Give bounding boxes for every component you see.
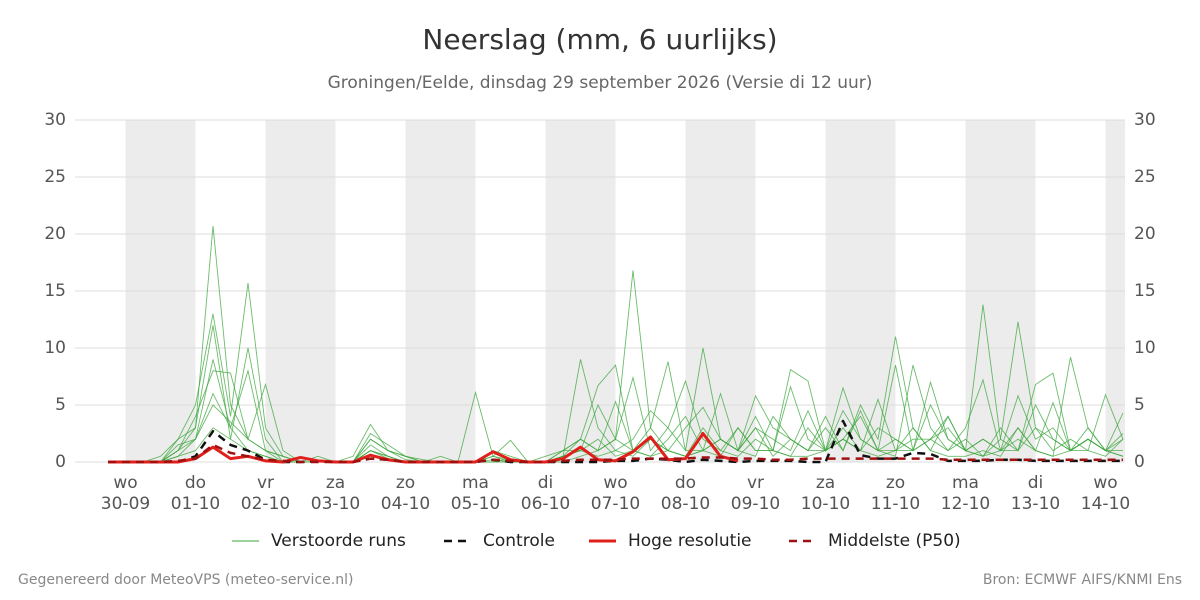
x-tick-day: za	[816, 473, 835, 493]
y2-tick-label: 20	[1134, 224, 1156, 244]
x-tick-date: 09-10	[731, 494, 780, 514]
x-tick-date: 02-10	[241, 494, 290, 514]
ensemble-line	[108, 404, 1124, 463]
y-tick-label: 10	[44, 338, 66, 358]
x-tick-date: 14-10	[1081, 494, 1130, 514]
y-tick-label: 20	[44, 224, 66, 244]
x-tick-day: di	[538, 473, 554, 493]
x-tick-day: do	[185, 473, 206, 493]
x-tick-date: 07-10	[591, 494, 640, 514]
y2-tick-label: 0	[1134, 452, 1145, 472]
x-tick-day: vr	[747, 473, 764, 493]
chart-subtitle: Groningen/Eelde, dinsdag 29 september 20…	[328, 73, 873, 93]
y2-tick-label: 5	[1134, 395, 1145, 415]
x-tick-date: 03-10	[311, 494, 360, 514]
y-tick-label: 30	[44, 110, 66, 130]
ensemble-line	[108, 427, 1123, 463]
x-tick-date: 08-10	[661, 494, 710, 514]
x-tick-date: 04-10	[381, 494, 430, 514]
legend-label: Hoge resolutie	[628, 531, 752, 551]
y2-tick-label: 30	[1134, 110, 1156, 130]
legend-label: Middelste (P50)	[828, 531, 961, 551]
x-tick-date: 11-10	[871, 494, 920, 514]
x-tick-date: 06-10	[521, 494, 570, 514]
x-tick-day: wo	[113, 473, 137, 493]
x-tick-day: zo	[886, 473, 905, 493]
series-line	[108, 443, 1123, 464]
y-tick-label: 15	[44, 281, 66, 301]
x-tick-date: 05-10	[451, 494, 500, 514]
y-tick-label: 0	[55, 452, 66, 472]
x-tick-day: vr	[257, 473, 274, 493]
footer-left: Gegenereerd door MeteoVPS (meteo-service…	[18, 572, 353, 588]
legend-label: Controle	[483, 531, 555, 551]
x-tick-date: 13-10	[1011, 494, 1060, 514]
y2-tick-label: 10	[1134, 338, 1156, 358]
x-tick-day: di	[1028, 473, 1044, 493]
x-tick-date: 10-10	[801, 494, 850, 514]
y-tick-label: 25	[44, 167, 66, 187]
x-tick-date: 12-10	[941, 494, 990, 514]
x-tick-date: 01-10	[171, 494, 220, 514]
y2-tick-label: 25	[1134, 167, 1156, 187]
footer-right: Bron: ECMWF AIFS/KNMI Ens	[983, 572, 1182, 588]
x-tick-date: 30-09	[101, 494, 150, 514]
x-tick-day: ma	[952, 473, 979, 493]
y-tick-label: 5	[55, 395, 66, 415]
x-tick-day: za	[326, 473, 345, 493]
x-tick-day: ma	[462, 473, 489, 493]
chart-title: Neerslag (mm, 6 uurlijks)	[422, 23, 777, 56]
legend-label: Verstoorde runs	[271, 531, 406, 551]
x-tick-day: wo	[603, 473, 627, 493]
x-tick-day: do	[675, 473, 696, 493]
x-tick-day: zo	[396, 473, 415, 493]
x-tick-day: wo	[1093, 473, 1117, 493]
y2-tick-label: 15	[1134, 281, 1156, 301]
